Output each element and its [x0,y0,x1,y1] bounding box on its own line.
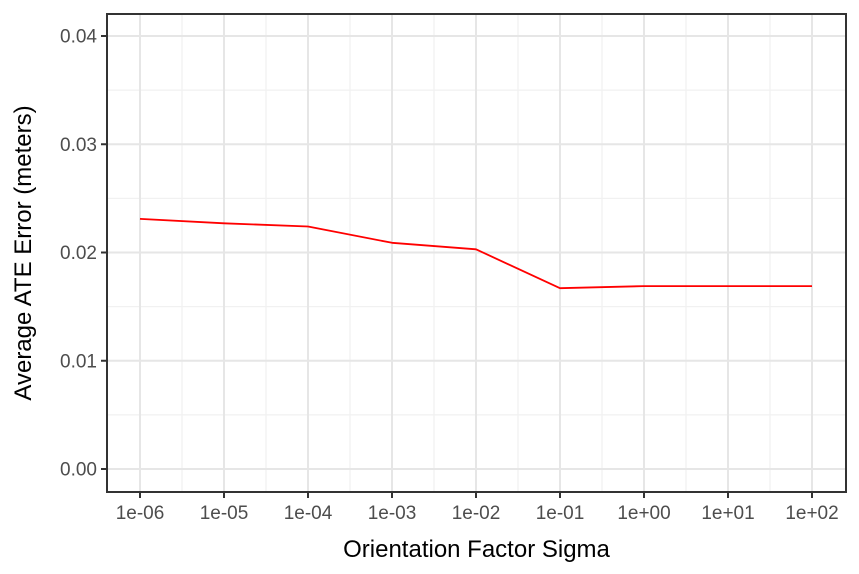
x-tick-label: 1e-04 [284,503,333,524]
x-tick-label: 1e+02 [785,503,838,524]
y-tick-label: 0.01 [60,351,97,372]
y-tick-label: 0.00 [60,460,97,481]
y-tick-label: 0.02 [60,243,97,264]
y-tick-label: 0.03 [60,135,97,156]
x-tick-label: 1e-05 [200,503,249,524]
x-tick-label: 1e-01 [536,503,585,524]
x-tick-label: 1e+01 [701,503,754,524]
x-tick-label: 1e-06 [116,503,165,524]
y-tick-label: 0.04 [60,27,97,48]
x-tick-label: 1e-03 [368,503,417,524]
data-line-average-ate-error [139,218,812,290]
x-axis-title: Orientation Factor Sigma [343,536,610,563]
x-tick-label: 1e-02 [452,503,501,524]
x-tick-label: 1e+00 [617,503,670,524]
y-axis-title: Average ATE Error (meters) [10,105,37,401]
